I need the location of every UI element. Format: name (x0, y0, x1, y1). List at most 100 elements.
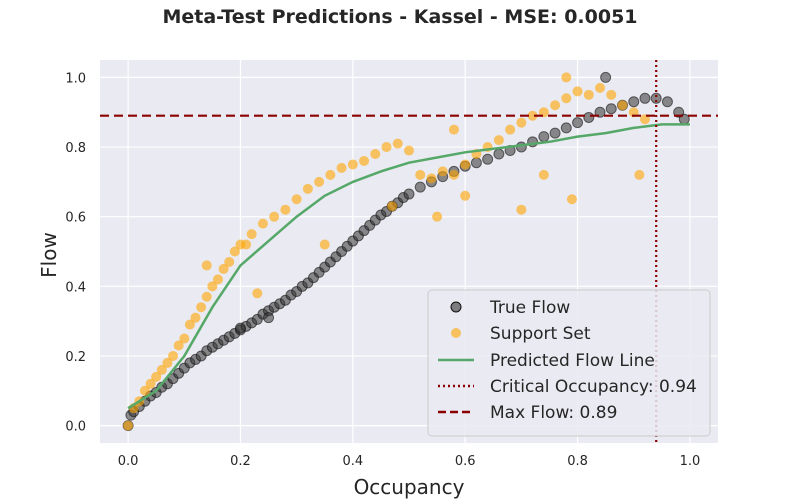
support-set-point (404, 145, 414, 156)
support-set-point (196, 302, 207, 313)
support-set-point (156, 364, 167, 375)
legend-max-flow-label: Max Flow: 0.89 (490, 403, 617, 423)
support-set-point (151, 371, 162, 382)
true-flow-point (572, 117, 584, 129)
y-tick-label: 1.0 (65, 71, 86, 86)
support-set-point (336, 162, 347, 173)
support-set-point (493, 135, 504, 146)
support-set-point (595, 82, 606, 93)
support-set-point (426, 173, 437, 184)
support-set-point (173, 340, 184, 351)
support-set-point (201, 260, 212, 271)
support-set-point (229, 246, 240, 257)
support-set-point (123, 420, 134, 431)
true-flow-point (650, 92, 662, 104)
support-set-point (252, 288, 263, 299)
support-set-point (190, 312, 201, 323)
true-flow-point (470, 157, 482, 169)
support-set-point (527, 110, 538, 121)
true-flow-point (560, 122, 572, 134)
support-set-point (184, 319, 195, 330)
y-tick-label: 0.6 (65, 211, 86, 226)
y-tick-label: 0.0 (65, 420, 86, 435)
support-set-point (201, 291, 212, 302)
true-flow-point (639, 92, 651, 104)
legend-true-flow-marker (450, 301, 462, 313)
support-set-point (370, 149, 381, 160)
support-set-point (212, 274, 223, 285)
support-set-point (516, 117, 527, 128)
support-set-point (583, 89, 594, 100)
support-set-point (561, 93, 572, 104)
support-set-point (246, 229, 257, 240)
support-set-point (550, 100, 561, 111)
support-set-point (314, 176, 325, 187)
support-set-point (460, 190, 471, 201)
legend-true-flow-label: True Flow (489, 298, 570, 318)
predicted-flow-line (127, 123, 690, 410)
true-flow-point (515, 141, 527, 153)
support-set-point (460, 159, 471, 170)
support-set-point (207, 281, 218, 292)
legend-support-set-marker (451, 328, 461, 338)
x-tick-label: 0.0 (118, 454, 139, 469)
support-set-point (437, 166, 448, 177)
true-flow-point (403, 188, 415, 200)
support-set-point (319, 239, 330, 250)
legend-predicted-line-label: Predicted Flow Line (490, 351, 655, 371)
support-set-point (218, 263, 229, 274)
y-tick-label: 0.2 (65, 350, 86, 365)
data-marks (100, 60, 718, 443)
true-flow-point (605, 103, 617, 115)
y-tick-labels: 0.0 0.2 0.4 0.6 0.8 1.0 (65, 71, 86, 434)
legend-box (427, 289, 711, 437)
support-set-point (162, 357, 173, 368)
support-set-point (325, 169, 336, 180)
support-set-point (241, 239, 252, 250)
true-flow-point (234, 322, 246, 334)
support-set-point (291, 194, 302, 205)
x-tick-labels: 0.0 0.2 0.4 0.6 0.8 1.0 (118, 454, 701, 469)
true-flow-point (661, 96, 673, 108)
x-tick-label: 0.6 (455, 454, 476, 469)
support-set-point (448, 124, 459, 135)
true-flow-point (263, 312, 275, 324)
x-tick-label: 0.8 (567, 454, 588, 469)
true-flow-point (600, 71, 612, 83)
support-set-point (387, 201, 398, 212)
y-axis-label: Flow (37, 232, 61, 278)
support-set-point (269, 211, 280, 222)
support-set-point (145, 378, 156, 389)
support-set-point (168, 350, 179, 361)
chart-title: Meta-Test Predictions - Kassel - MSE: 0.… (162, 6, 638, 28)
true-flow-point (628, 96, 640, 108)
support-set-point (561, 72, 572, 83)
support-set-point (280, 204, 291, 215)
legend-critical-occupancy-label: Critical Occupancy: 0.94 (490, 377, 697, 397)
y-tick-label: 0.8 (65, 141, 86, 156)
support-set-point (538, 169, 549, 180)
support-set-point (505, 124, 516, 135)
support-set-point (179, 333, 190, 344)
support-set-point (448, 169, 459, 180)
x-tick-label: 0.2 (230, 454, 251, 469)
true-flow-point (549, 127, 561, 139)
legend-support-set-label: Support Set (490, 324, 591, 344)
x-tick-label: 1.0 (680, 454, 701, 469)
support-set-point (224, 256, 235, 267)
x-tick-label: 0.4 (342, 454, 363, 469)
support-set-point (572, 86, 583, 97)
support-set-point (566, 194, 577, 205)
support-set-point (392, 138, 403, 149)
true-flow-point (538, 131, 550, 143)
support-set-point (257, 218, 268, 229)
support-set-point (634, 169, 645, 180)
true-flow-point (414, 181, 426, 193)
support-set-point (516, 204, 527, 215)
support-set-point (302, 183, 313, 194)
support-set-point (359, 155, 370, 166)
support-set-point (617, 100, 628, 111)
y-tick-label: 0.4 (65, 280, 86, 295)
